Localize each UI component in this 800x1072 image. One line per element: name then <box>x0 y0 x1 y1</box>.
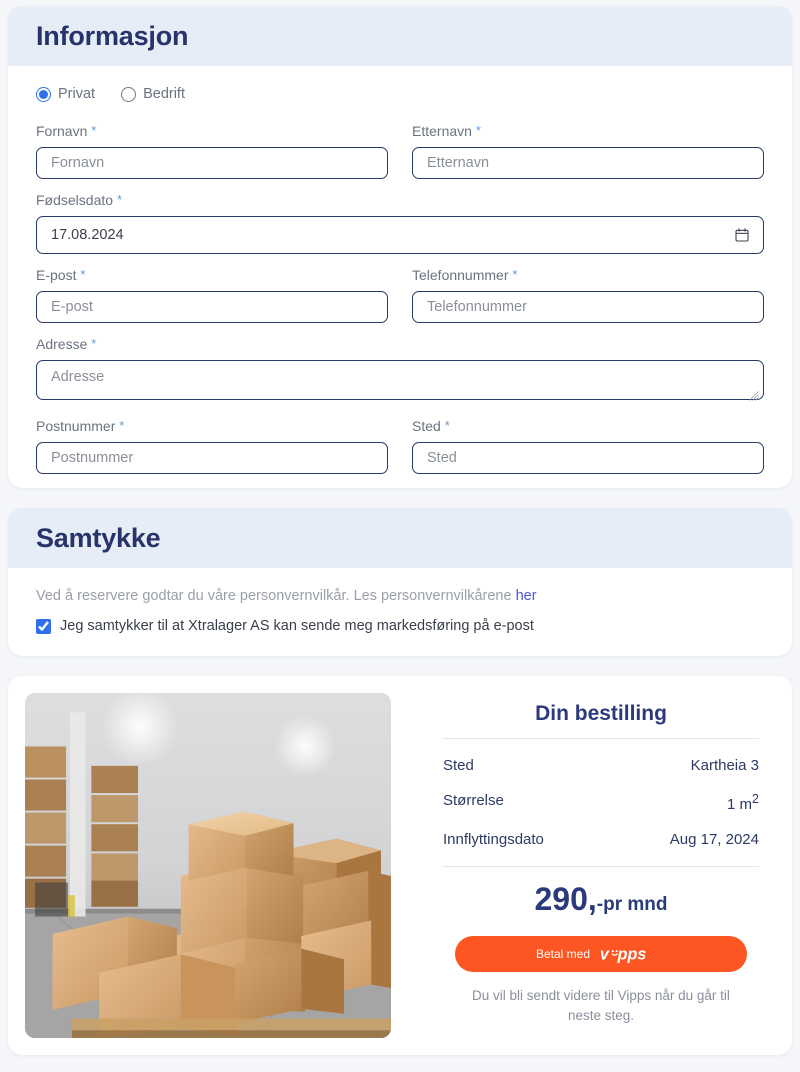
svg-text:pps: pps <box>617 945 647 963</box>
svg-text:v: v <box>600 945 610 963</box>
